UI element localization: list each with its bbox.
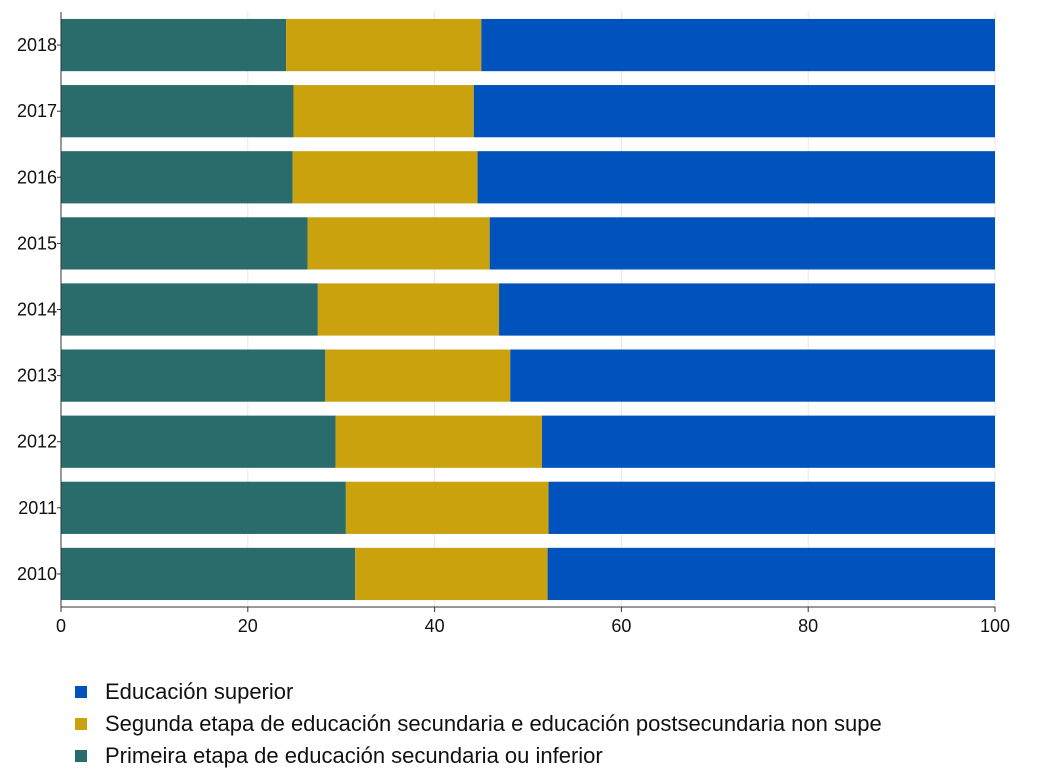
bar-2017-series-2 bbox=[473, 85, 995, 138]
stacked-bar-chart: 2018 2017 2016 2015 2014 2013 2012 2011 2010 0 20 4… bbox=[17, 12, 1010, 636]
bar-2013-series-0 bbox=[61, 349, 326, 402]
bar-2010-series-2 bbox=[547, 547, 995, 601]
x-tick-label-60: 60 bbox=[611, 616, 631, 636]
bar-2012-series-0 bbox=[61, 415, 336, 468]
bar-2014-series-1 bbox=[317, 283, 500, 336]
legend-swatch-segunda-etapa bbox=[75, 718, 87, 730]
bar-2015-series-2 bbox=[489, 217, 995, 270]
y-tick-label-2012: 2012 bbox=[17, 432, 57, 452]
bar-2011-series-2 bbox=[548, 481, 995, 534]
bar-2016-series-0 bbox=[61, 151, 293, 204]
x-tick-label-20: 20 bbox=[238, 616, 258, 636]
legend-swatch-educacion-superior bbox=[75, 686, 87, 698]
legend-swatch-primeira-etapa bbox=[75, 750, 87, 762]
x-tick-label-40: 40 bbox=[425, 616, 445, 636]
x-tick-label-0: 0 bbox=[56, 616, 66, 636]
bar-2011-series-1 bbox=[345, 481, 549, 534]
bar-2018-series-1 bbox=[286, 18, 482, 72]
y-tick-label-2010: 2010 bbox=[17, 564, 57, 584]
bar-2010-series-0 bbox=[61, 547, 356, 601]
y-tick-label-2018: 2018 bbox=[17, 35, 57, 55]
x-tick-label-80: 80 bbox=[798, 616, 818, 636]
y-tick-label-2015: 2015 bbox=[17, 233, 57, 253]
bar-2012-series-2 bbox=[542, 415, 995, 468]
y-tick-label-2014: 2014 bbox=[17, 300, 57, 320]
bar-2014-series-2 bbox=[499, 283, 995, 336]
axes bbox=[57, 12, 996, 612]
legend-label-educacion-superior: Educación superior bbox=[105, 679, 294, 704]
bar-2016-series-2 bbox=[477, 151, 996, 204]
bar-2017-series-1 bbox=[293, 85, 474, 138]
legend-item-educacion-superior[interactable]: Educación superior bbox=[75, 676, 1046, 708]
bar-2018-series-2 bbox=[481, 18, 995, 72]
bar-2017-series-0 bbox=[61, 85, 294, 138]
legend: Educación superior Segunda etapa de educ… bbox=[75, 676, 1046, 772]
bar-2013-series-1 bbox=[325, 349, 511, 402]
y-tick-label-2016: 2016 bbox=[17, 167, 57, 187]
bar-2018-series-0 bbox=[61, 18, 287, 72]
legend-item-primeira-etapa[interactable]: Primeira etapa de educación secundaria o… bbox=[75, 740, 1046, 772]
y-tick-label-2013: 2013 bbox=[17, 366, 57, 386]
bar-2010-series-1 bbox=[355, 547, 548, 601]
bar-2015-series-1 bbox=[307, 217, 490, 270]
x-tick-label-100: 100 bbox=[980, 616, 1010, 636]
bar-2014-series-0 bbox=[61, 283, 318, 336]
bar-2012-series-1 bbox=[335, 415, 543, 468]
bar-2015-series-0 bbox=[61, 217, 308, 270]
bars bbox=[61, 18, 996, 601]
bar-2013-series-2 bbox=[510, 349, 995, 402]
legend-label-segunda-etapa: Segunda etapa de educación secundaria e … bbox=[105, 711, 882, 736]
legend-item-segunda-etapa[interactable]: Segunda etapa de educación secundaria e … bbox=[75, 708, 1046, 740]
bar-2011-series-0 bbox=[61, 481, 346, 534]
bar-2016-series-1 bbox=[292, 151, 478, 204]
y-tick-label-2017: 2017 bbox=[17, 101, 57, 121]
legend-label-primeira-etapa: Primeira etapa de educación secundaria o… bbox=[105, 743, 603, 768]
tick-labels: 2018 2017 2016 2015 2014 2013 2012 2011 2010 0 20 4… bbox=[17, 35, 1010, 636]
y-tick-label-2011: 2011 bbox=[18, 498, 57, 518]
